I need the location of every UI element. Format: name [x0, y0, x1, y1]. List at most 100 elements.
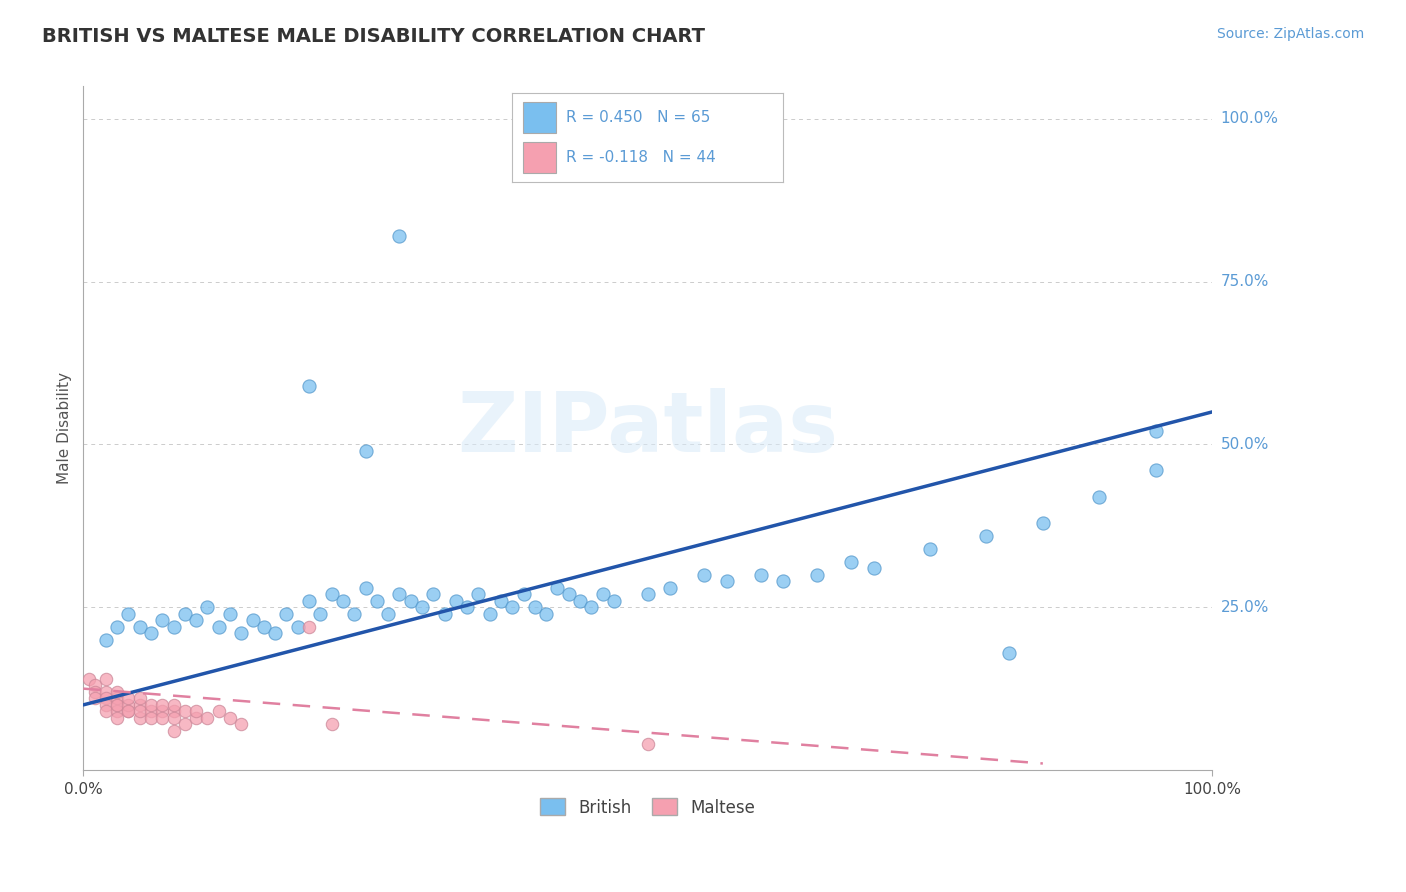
Point: [219, 607, 242, 621]
Point: [139, 698, 162, 712]
Point: [242, 613, 264, 627]
Point: [150, 698, 173, 712]
Point: [231, 626, 253, 640]
Point: [298, 379, 321, 393]
Point: [174, 607, 197, 621]
Point: [128, 698, 150, 712]
Point: [321, 587, 343, 601]
Point: [150, 613, 173, 627]
Point: [546, 581, 568, 595]
Point: [117, 691, 139, 706]
Point: [186, 711, 208, 725]
Point: [253, 620, 276, 634]
Point: [659, 581, 682, 595]
Point: [105, 705, 128, 719]
Point: [77, 672, 100, 686]
Point: [105, 698, 128, 712]
Point: [1144, 463, 1167, 477]
Point: [105, 711, 128, 725]
Point: [186, 705, 208, 719]
Point: [83, 691, 105, 706]
Point: [128, 705, 150, 719]
Point: [128, 620, 150, 634]
Point: [83, 685, 105, 699]
Text: BRITISH VS MALTESE MALE DISABILITY CORRELATION CHART: BRITISH VS MALTESE MALE DISABILITY CORRE…: [42, 27, 706, 45]
Point: [197, 711, 219, 725]
Point: [117, 705, 139, 719]
Point: [231, 717, 253, 731]
Point: [309, 607, 332, 621]
Point: [806, 567, 828, 582]
Point: [287, 620, 309, 634]
Point: [105, 691, 128, 706]
Point: [139, 626, 162, 640]
Point: [197, 600, 219, 615]
Point: [501, 600, 523, 615]
Point: [162, 711, 184, 725]
Point: [1088, 490, 1111, 504]
Point: [444, 593, 467, 607]
Point: [83, 678, 105, 692]
Point: [377, 607, 399, 621]
Point: [998, 646, 1021, 660]
Point: [174, 705, 197, 719]
Y-axis label: Male Disability: Male Disability: [58, 372, 72, 484]
Point: [918, 541, 941, 556]
Point: [162, 698, 184, 712]
Point: [128, 691, 150, 706]
Point: [354, 581, 377, 595]
Point: [343, 607, 366, 621]
Point: [139, 711, 162, 725]
Point: [478, 607, 501, 621]
Point: [592, 587, 614, 601]
Point: [150, 711, 173, 725]
Point: [388, 229, 411, 244]
Point: [94, 705, 117, 719]
Legend: British, Maltese: British, Maltese: [534, 792, 762, 823]
Text: Source: ZipAtlas.com: Source: ZipAtlas.com: [1216, 27, 1364, 41]
Point: [94, 698, 117, 712]
Text: ZIPatlas: ZIPatlas: [457, 388, 838, 468]
Point: [366, 593, 388, 607]
Point: [693, 567, 716, 582]
Point: [94, 672, 117, 686]
Text: 50.0%: 50.0%: [1220, 437, 1268, 452]
Point: [162, 620, 184, 634]
Point: [422, 587, 444, 601]
Point: [581, 600, 603, 615]
Point: [174, 717, 197, 731]
Point: [489, 593, 512, 607]
Point: [523, 600, 546, 615]
Point: [298, 593, 321, 607]
Point: [208, 620, 231, 634]
Point: [399, 593, 422, 607]
Point: [603, 593, 626, 607]
Point: [105, 620, 128, 634]
Point: [128, 711, 150, 725]
Point: [534, 607, 557, 621]
Point: [411, 600, 433, 615]
Point: [139, 705, 162, 719]
Point: [105, 698, 128, 712]
Point: [456, 600, 478, 615]
Point: [150, 705, 173, 719]
Point: [772, 574, 794, 589]
Point: [208, 705, 231, 719]
Point: [117, 607, 139, 621]
Point: [557, 587, 579, 601]
Point: [716, 574, 738, 589]
Point: [512, 587, 534, 601]
Point: [976, 528, 998, 542]
Point: [117, 705, 139, 719]
Point: [298, 620, 321, 634]
Point: [94, 632, 117, 647]
Point: [117, 698, 139, 712]
Point: [186, 613, 208, 627]
Point: [94, 691, 117, 706]
Text: 25.0%: 25.0%: [1220, 599, 1268, 615]
Point: [219, 711, 242, 725]
Point: [264, 626, 287, 640]
Point: [162, 723, 184, 738]
Point: [749, 567, 772, 582]
Point: [1144, 425, 1167, 439]
